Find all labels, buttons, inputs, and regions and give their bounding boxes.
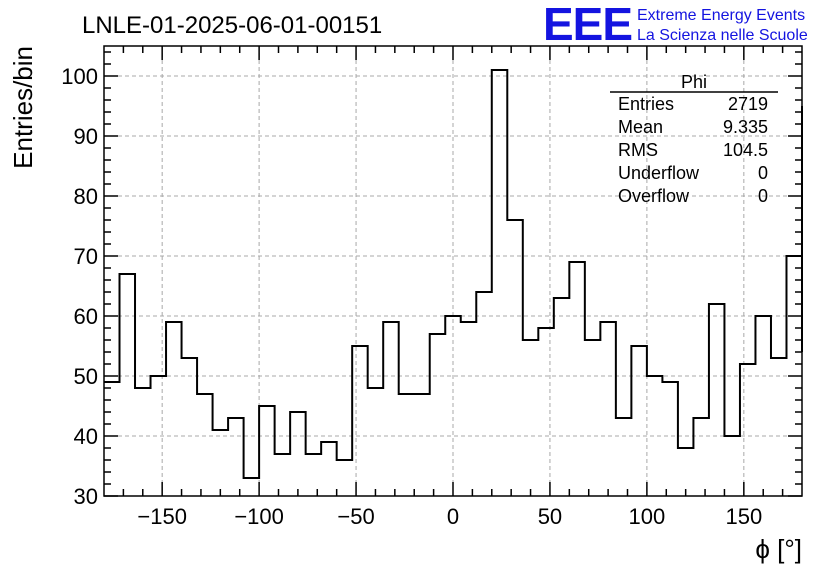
stats-label-mean: Mean: [618, 117, 663, 137]
stats-value-entries: 2719: [728, 94, 768, 114]
x-tick-label: −50: [337, 504, 374, 529]
axis-ticks: [104, 46, 802, 497]
y-tick-label: 100: [61, 64, 98, 89]
y-axis-title: Entries/bin: [8, 46, 38, 169]
x-tick-label: 50: [538, 504, 562, 529]
eee-logo: EEE Extreme Energy Events La Scienza nel…: [543, 0, 808, 50]
stats-value-overflow: 0: [758, 186, 768, 206]
y-tick-label: 80: [74, 184, 98, 209]
stats-label-underflow: Underflow: [618, 163, 700, 183]
x-tick-label: 100: [629, 504, 666, 529]
y-tick-label: 60: [74, 304, 98, 329]
logo-line-2: La Scienza nelle Scuole: [637, 27, 808, 44]
y-tick-label: 50: [74, 364, 98, 389]
grid-lines: [104, 46, 802, 496]
y-tick-label: 40: [74, 424, 98, 449]
stats-value-rms: 104.5: [723, 140, 768, 160]
y-tick-label: 30: [74, 484, 98, 509]
logo-mark: EEE: [543, 0, 632, 50]
stats-label-entries: Entries: [618, 94, 674, 114]
y-tick-label: 90: [74, 124, 98, 149]
x-tick-label: 0: [447, 504, 459, 529]
histogram-outline: [104, 69, 803, 479]
y-tick-label: 70: [74, 244, 98, 269]
stats-value-underflow: 0: [758, 163, 768, 183]
x-tick-label: 150: [725, 504, 762, 529]
stats-label-overflow: Overflow: [618, 186, 690, 206]
stats-box: Phi Entries 2719 Mean 9.335 RMS 104.5 Un…: [610, 72, 778, 206]
x-tick-label: −150: [137, 504, 187, 529]
logo-line-1: Extreme Energy Events: [637, 7, 805, 24]
x-tick-label: −100: [234, 504, 284, 529]
x-axis-title: ϕ [°]: [755, 534, 802, 564]
axis-tick-labels: −150 −100 −50 0 50 100 150 30 40 50 60 70 80 90 100: [61, 64, 762, 529]
stats-value-mean: 9.335: [723, 117, 768, 137]
chart-title: LNLE-01-2025-06-01-00151: [82, 12, 382, 39]
stats-box-title: Phi: [681, 72, 707, 92]
stats-label-rms: RMS: [618, 140, 658, 160]
